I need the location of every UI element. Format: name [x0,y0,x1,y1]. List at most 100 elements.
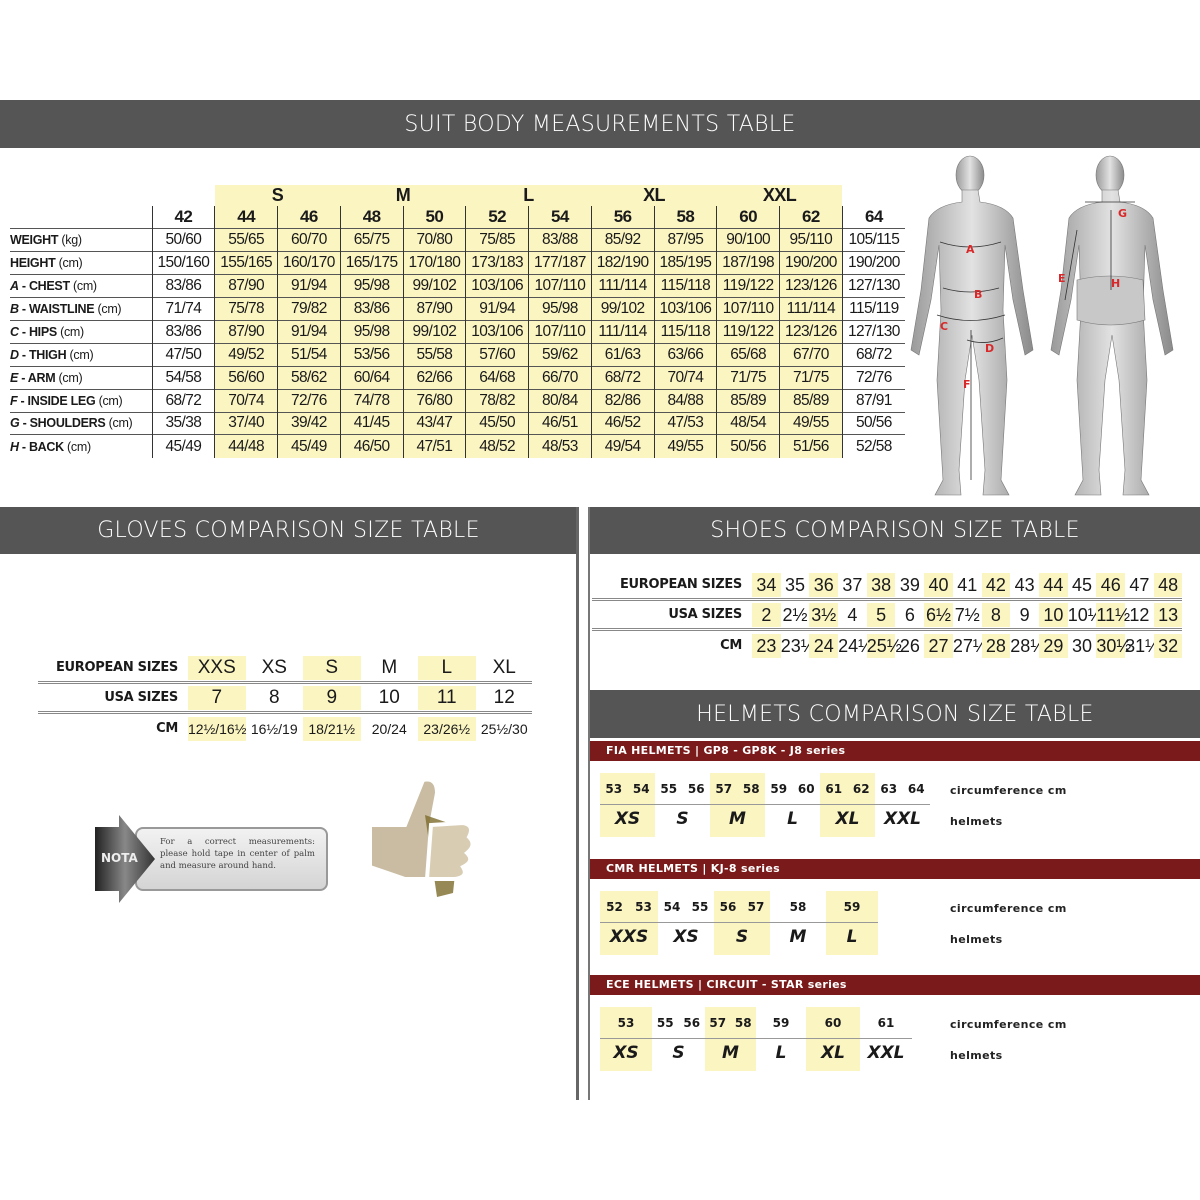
helmet-size: XXL [883,809,922,829]
measurement-row: WEIGHT (kg) 50/60 55/65 60/70 65/75 70/80 75/8… [10,228,905,252]
measurement-value: 123/126 [779,319,843,344]
helmet-size: M [789,927,807,947]
measurement-letter: E [10,370,19,385]
measurement-value: 48/53 [528,434,592,458]
measurement-value: 68/72 [590,365,654,390]
measurement-row: B - WAISTLINE (cm) 71/74 75/78 79/82 83/86 87… [10,297,905,321]
helmet-size: L [787,809,798,829]
measurement-unit: (cm) [58,256,83,271]
hand-measurement-icon [368,777,475,897]
size-number: 60 [716,206,780,229]
gloves-usa-size: 7 [188,686,246,710]
measurement-value: 64/68 [465,365,529,390]
figure-label-f: F [963,378,971,391]
measurement-label: A - CHEST (cm) [10,274,152,298]
shoes-cm-size: 26 [899,636,920,656]
measurement-value: 52/58 [841,434,905,458]
shoes-cm-size: 32 [1153,634,1183,658]
helmet-size-group: 60 XL [806,1007,860,1071]
measurement-value: 83/86 [339,297,403,321]
measurement-value: 83/86 [151,274,215,298]
shoes-usa-size: 8 [981,603,1011,627]
measurement-value: 91/94 [277,319,341,344]
measurement-value: 85/92 [590,228,654,252]
measurement-label: B - WAISTLINE (cm) [10,297,152,321]
measurement-value: 50/60 [151,228,215,252]
measurement-value: 65/68 [716,342,780,367]
measurement-value: 71/74 [151,297,215,321]
shoes-european-size: 48 [1153,573,1183,597]
helmet-circumference: 53 [617,1016,635,1030]
measurement-unit: (kg) [61,233,82,248]
measurement-value: 59/62 [528,342,592,367]
helmet-section-title: FIA HELMETS | GP8 - GP8K - J8 series [590,741,1200,761]
helmet-circumference: 58 [789,900,807,914]
measurement-name: - THIGH [18,347,67,362]
measurement-value: 50/56 [841,411,905,435]
measurement-value: 46/50 [339,434,403,458]
shoes-cm-size: 28½ [1010,636,1046,656]
circumference-label: circumference cm [950,1018,1067,1031]
helmet-circumference: 59 [772,1016,790,1030]
measurement-letter: F [10,393,18,408]
gloves-usa-size: 9 [303,686,361,710]
shoes-cm-size: 27 [924,634,953,658]
helmet-size-group: 59 L [756,1007,806,1071]
helmet-size: XXL [867,1043,905,1063]
shoes-cm-size: 23 [752,634,781,658]
helmet-circumference: 55 [660,782,678,796]
measurement-row: D - THIGH (cm) 47/50 49/52 51/54 53/56 55/58 5… [10,342,905,367]
measurement-lines [936,201,1135,480]
measurement-unit: (cm) [73,279,97,294]
shoes-usa-size: 5 [866,603,896,627]
row-divider [38,711,532,714]
body-measurement-figures: A B C D E F G H [910,155,1174,496]
measurement-value: 74/78 [339,388,403,413]
measurement-value: 87/95 [653,228,717,252]
helmet-size-group: 56 57 S [714,891,770,955]
row-divider [592,628,1182,631]
measurement-value: 41/45 [339,411,403,435]
row-divider [38,681,532,684]
figure-label-h: H [1111,277,1120,290]
measurement-unit: (cm) [67,439,91,454]
size-number-row: 42 44 46 48 50 52 54 56 58 60 62 64 [10,206,905,229]
helmet-size: S [735,927,749,947]
helmet-circumference: 60 [797,782,815,796]
measurement-value: 49/52 [214,342,278,367]
size-number: 54 [528,206,592,229]
helmet-size: M [722,1043,739,1063]
shoes-cm-size: 31½ [1125,636,1161,656]
helmet-circumference: 57 [715,782,733,796]
note-callout: NOTA For a correct measurements: please … [95,815,330,907]
section-divider-right [588,507,590,1100]
measurement-value: 107/110 [716,297,780,321]
front-body-figure [910,155,1034,496]
measurement-value: 87/91 [841,388,905,413]
measurement-value: 87/90 [214,319,278,344]
shoes-european-size: 41 [957,575,978,595]
measurement-value: 63/66 [653,342,717,367]
measurement-value: 60/70 [277,228,341,252]
measurement-value: 67/70 [779,342,843,367]
measurement-value: 111/114 [590,274,654,298]
measurement-row: HEIGHT (cm) 150/160 155/165 160/170 165/175 1… [10,251,905,275]
measurement-value: 61/63 [590,342,654,367]
measurement-name: HEIGHT [10,256,56,271]
measurement-value: 75/85 [465,228,529,252]
measurement-letter: G [10,416,20,431]
measurement-unit: (cm) [58,370,83,385]
measurement-value: 70/74 [214,388,278,413]
figure-label-b: B [974,288,982,301]
shoes-cm-size: 25½ [866,634,902,658]
measurement-value: 99/102 [402,319,466,344]
shoes-cm-size: 24 [809,634,839,658]
measurement-value: 185/195 [653,251,717,275]
measurement-name: - ARM [18,370,56,385]
helmet-size-group: 58 M [770,891,826,955]
helmet-size-group: 54 55 XS [658,891,714,955]
measurement-value: 54/58 [151,365,215,390]
measurement-value: 99/102 [590,297,654,321]
row-label-european: EUROPEAN SIZES [619,577,742,592]
shoes-european-size: 36 [809,573,839,597]
